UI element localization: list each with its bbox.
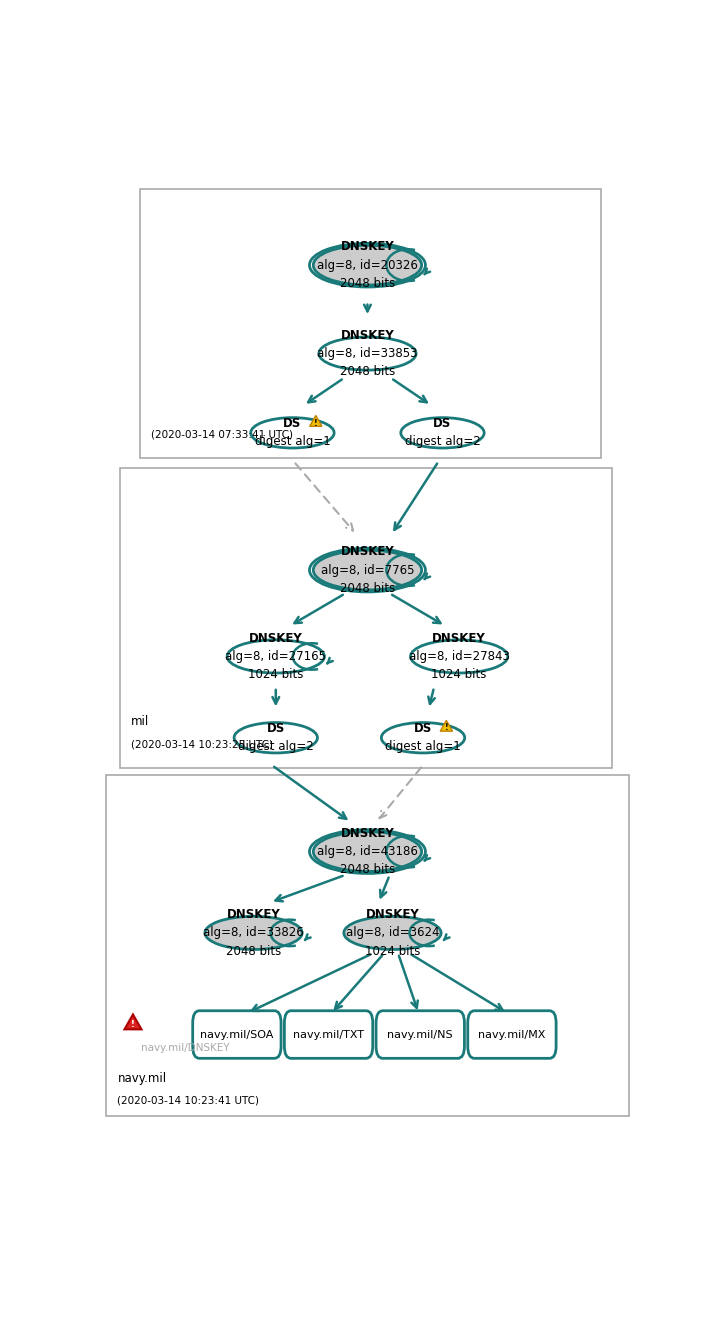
Text: digest alg=1: digest alg=1	[255, 436, 331, 449]
Text: navy.mil: navy.mil	[118, 1072, 166, 1085]
Text: digest alg=2: digest alg=2	[404, 436, 480, 449]
Text: 2048 bits: 2048 bits	[340, 366, 395, 379]
Text: DS: DS	[414, 722, 432, 735]
Ellipse shape	[205, 916, 302, 949]
Text: DNSKEY: DNSKEY	[341, 826, 394, 840]
Text: alg=8, id=33826: alg=8, id=33826	[203, 927, 304, 940]
Text: !: !	[131, 1020, 135, 1030]
Text: alg=8, id=27165: alg=8, id=27165	[225, 649, 326, 663]
Text: 1024 bits: 1024 bits	[248, 668, 303, 681]
FancyBboxPatch shape	[193, 1011, 281, 1059]
FancyBboxPatch shape	[140, 189, 601, 458]
Text: alg=8, id=20326: alg=8, id=20326	[317, 259, 418, 272]
FancyBboxPatch shape	[467, 1011, 556, 1059]
Text: navy.mil/TXT: navy.mil/TXT	[293, 1030, 364, 1040]
Text: (2020-03-14 10:23:41 UTC): (2020-03-14 10:23:41 UTC)	[118, 1096, 260, 1106]
Text: 2048 bits: 2048 bits	[340, 582, 395, 595]
Text: 1024 bits: 1024 bits	[365, 945, 420, 958]
Text: digest alg=1: digest alg=1	[385, 741, 461, 754]
Ellipse shape	[381, 722, 465, 752]
Text: navy.mil/DNSKEY: navy.mil/DNSKEY	[141, 1043, 229, 1053]
Text: alg=8, id=27843: alg=8, id=27843	[409, 649, 510, 663]
Ellipse shape	[251, 417, 334, 447]
Text: DNSKEY: DNSKEY	[341, 240, 394, 253]
FancyBboxPatch shape	[120, 469, 612, 768]
Text: 2048 bits: 2048 bits	[340, 863, 395, 876]
Text: navy.mil/MX: navy.mil/MX	[478, 1030, 546, 1040]
Text: !: !	[445, 723, 448, 733]
Ellipse shape	[401, 417, 484, 447]
Polygon shape	[125, 1015, 141, 1030]
FancyBboxPatch shape	[285, 1011, 373, 1059]
Polygon shape	[440, 721, 452, 731]
FancyBboxPatch shape	[376, 1011, 465, 1059]
Text: !: !	[314, 418, 318, 428]
Ellipse shape	[411, 640, 508, 673]
Text: alg=8, id=3624: alg=8, id=3624	[346, 927, 440, 940]
Ellipse shape	[234, 722, 318, 752]
Ellipse shape	[313, 550, 422, 590]
Text: navy.mil/NS: navy.mil/NS	[387, 1030, 453, 1040]
Text: DNSKEY: DNSKEY	[227, 908, 280, 921]
FancyBboxPatch shape	[106, 775, 629, 1115]
Text: DS: DS	[283, 417, 302, 430]
Text: DNSKEY: DNSKEY	[249, 632, 303, 644]
Text: alg=8, id=33853: alg=8, id=33853	[317, 347, 418, 360]
Text: mil: mil	[131, 714, 150, 727]
Ellipse shape	[227, 640, 324, 673]
Ellipse shape	[313, 246, 422, 285]
Text: DNSKEY: DNSKEY	[341, 329, 394, 342]
Text: DNSKEY: DNSKEY	[341, 545, 394, 558]
Text: (2020-03-14 07:33:41 UTC): (2020-03-14 07:33:41 UTC)	[151, 430, 293, 440]
Text: 2048 bits: 2048 bits	[226, 945, 281, 958]
Text: DS: DS	[267, 722, 285, 735]
Ellipse shape	[344, 916, 441, 949]
Text: DNSKEY: DNSKEY	[366, 908, 419, 921]
Text: digest alg=2: digest alg=2	[238, 741, 313, 754]
Text: (2020-03-14 10:23:25 UTC): (2020-03-14 10:23:25 UTC)	[131, 741, 273, 750]
Ellipse shape	[319, 337, 416, 370]
Text: DNSKEY: DNSKEY	[432, 632, 486, 644]
Ellipse shape	[313, 832, 422, 871]
Text: navy.mil/SOA: navy.mil/SOA	[200, 1030, 274, 1040]
Text: DS: DS	[433, 417, 452, 430]
Text: alg=8, id=7765: alg=8, id=7765	[320, 564, 414, 577]
Text: 2048 bits: 2048 bits	[340, 277, 395, 290]
Text: 1024 bits: 1024 bits	[432, 668, 487, 681]
Text: alg=8, id=43186: alg=8, id=43186	[317, 845, 418, 858]
Polygon shape	[310, 416, 322, 426]
